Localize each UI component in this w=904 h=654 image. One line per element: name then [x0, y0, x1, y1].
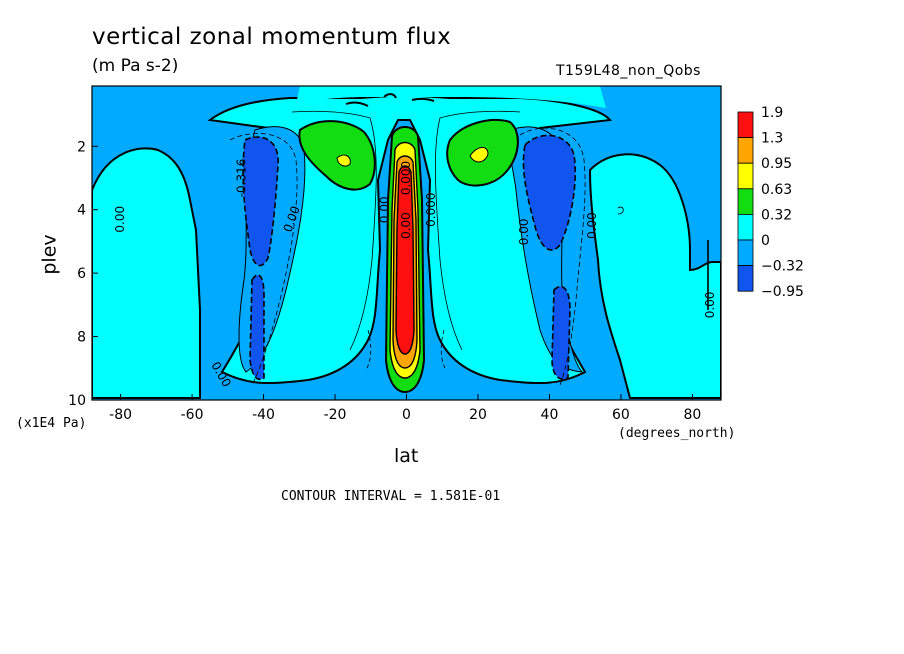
colorbar-level-label: −0.95 — [761, 284, 804, 300]
colorbar-swatch — [737, 239, 754, 267]
equator-red — [395, 165, 415, 355]
dashed-loop-west — [365, 329, 372, 371]
y-axis-units: (x1E4 Pa) — [16, 416, 87, 431]
top-streak-center — [383, 93, 397, 99]
colorbar-level-label: 0.95 — [761, 156, 792, 172]
contour-label: 0.000 — [399, 161, 413, 195]
chart-title: vertical zonal momentum flux — [92, 24, 452, 50]
blue-core-west-lower — [249, 274, 265, 381]
top-streaks — [345, 93, 435, 107]
colorbar-level-label: 1.3 — [761, 131, 783, 147]
x-tick-label: -60 — [181, 407, 204, 423]
blue-core-west-upper — [242, 136, 279, 267]
green-max-west — [298, 120, 376, 191]
contour-labels: -0.316 0.00 0.00 0.00 0.000 0.00 0.000 0.00 0.00… — [113, 159, 717, 390]
contour-label: 0.000 — [424, 193, 438, 227]
contour-label: 0.00 — [585, 212, 599, 239]
y-tick-label: 6 — [77, 266, 86, 282]
contour-field — [92, 86, 721, 400]
contour-label: 0.00 — [399, 212, 413, 239]
cyan-region-west — [92, 147, 201, 399]
top-streak-west — [345, 101, 369, 107]
colorbar: 1.9 1.3 0.95 0.63 0.32 0 −0.32 −0.95 — [737, 105, 804, 300]
x-axis-units: (degrees_north) — [618, 426, 736, 441]
x-axis: -80 -60 -40 -20 0 20 40 60 80 — [109, 394, 701, 423]
dashed-loop-east — [440, 329, 447, 371]
run-name: T159L48_non_Qobs — [556, 63, 701, 79]
y-tick-label: 4 — [77, 203, 86, 219]
x-tick-label: 80 — [683, 407, 701, 423]
contour-label: -0.316 — [235, 159, 249, 198]
colorbar-level-label: 0.63 — [761, 182, 792, 198]
cyan-top-band — [296, 86, 606, 108]
thin-contour-east-edge — [617, 206, 624, 215]
contour-interval: CONTOUR INTERVAL = 1.581E-01 — [281, 489, 501, 504]
x-tick-label: -20 — [324, 407, 347, 423]
thin-contour-west — [291, 110, 377, 351]
colorbar-swatch — [737, 111, 754, 139]
colorbar-level-label: 0.32 — [761, 207, 792, 223]
y-axis-label: plev — [38, 234, 61, 275]
colorbar-swatch — [737, 265, 754, 292]
thin-contours — [229, 110, 624, 386]
thin-contour-east — [434, 110, 521, 351]
colorbar-swatch — [737, 137, 754, 164]
colorbar-swatch — [737, 188, 754, 215]
contour-label: 0.00 — [517, 219, 531, 246]
x-tick-label: 40 — [541, 407, 559, 423]
y-axis: 2 4 6 8 10 — [68, 139, 98, 409]
yellow-spot-west — [336, 154, 351, 167]
x-axis-label: lat — [394, 445, 419, 467]
x-tick-label: -40 — [252, 407, 275, 423]
y-tick-label: 10 — [68, 393, 86, 409]
contour-label: 0.00 — [113, 206, 127, 233]
yellow-spot-east — [469, 147, 489, 163]
colorbar-level-label: 1.9 — [761, 105, 783, 121]
dashed-contour-west — [229, 133, 298, 386]
blue-core-east-upper — [522, 134, 577, 251]
y-tick-label: 8 — [77, 330, 86, 346]
cyan-region-east — [588, 153, 721, 399]
contour-label: 0.00 — [378, 196, 392, 223]
x-tick-label: 60 — [612, 407, 630, 423]
y-tick-label: 2 — [77, 139, 86, 155]
top-streak-east — [411, 97, 435, 102]
chart-units: (m Pa s-2) — [92, 56, 179, 76]
colorbar-swatch — [737, 162, 754, 190]
colorbar-level-label: −0.32 — [761, 259, 804, 275]
blue-core-east-lower — [551, 285, 571, 380]
x-tick-label: -80 — [109, 407, 132, 423]
contour-label: 0.00 — [703, 291, 717, 318]
colorbar-swatch — [737, 213, 754, 241]
x-tick-label: 20 — [469, 407, 487, 423]
x-tick-label: 0 — [402, 407, 411, 423]
colorbar-level-label: 0 — [761, 233, 770, 249]
dashed-contour-east — [519, 127, 586, 386]
